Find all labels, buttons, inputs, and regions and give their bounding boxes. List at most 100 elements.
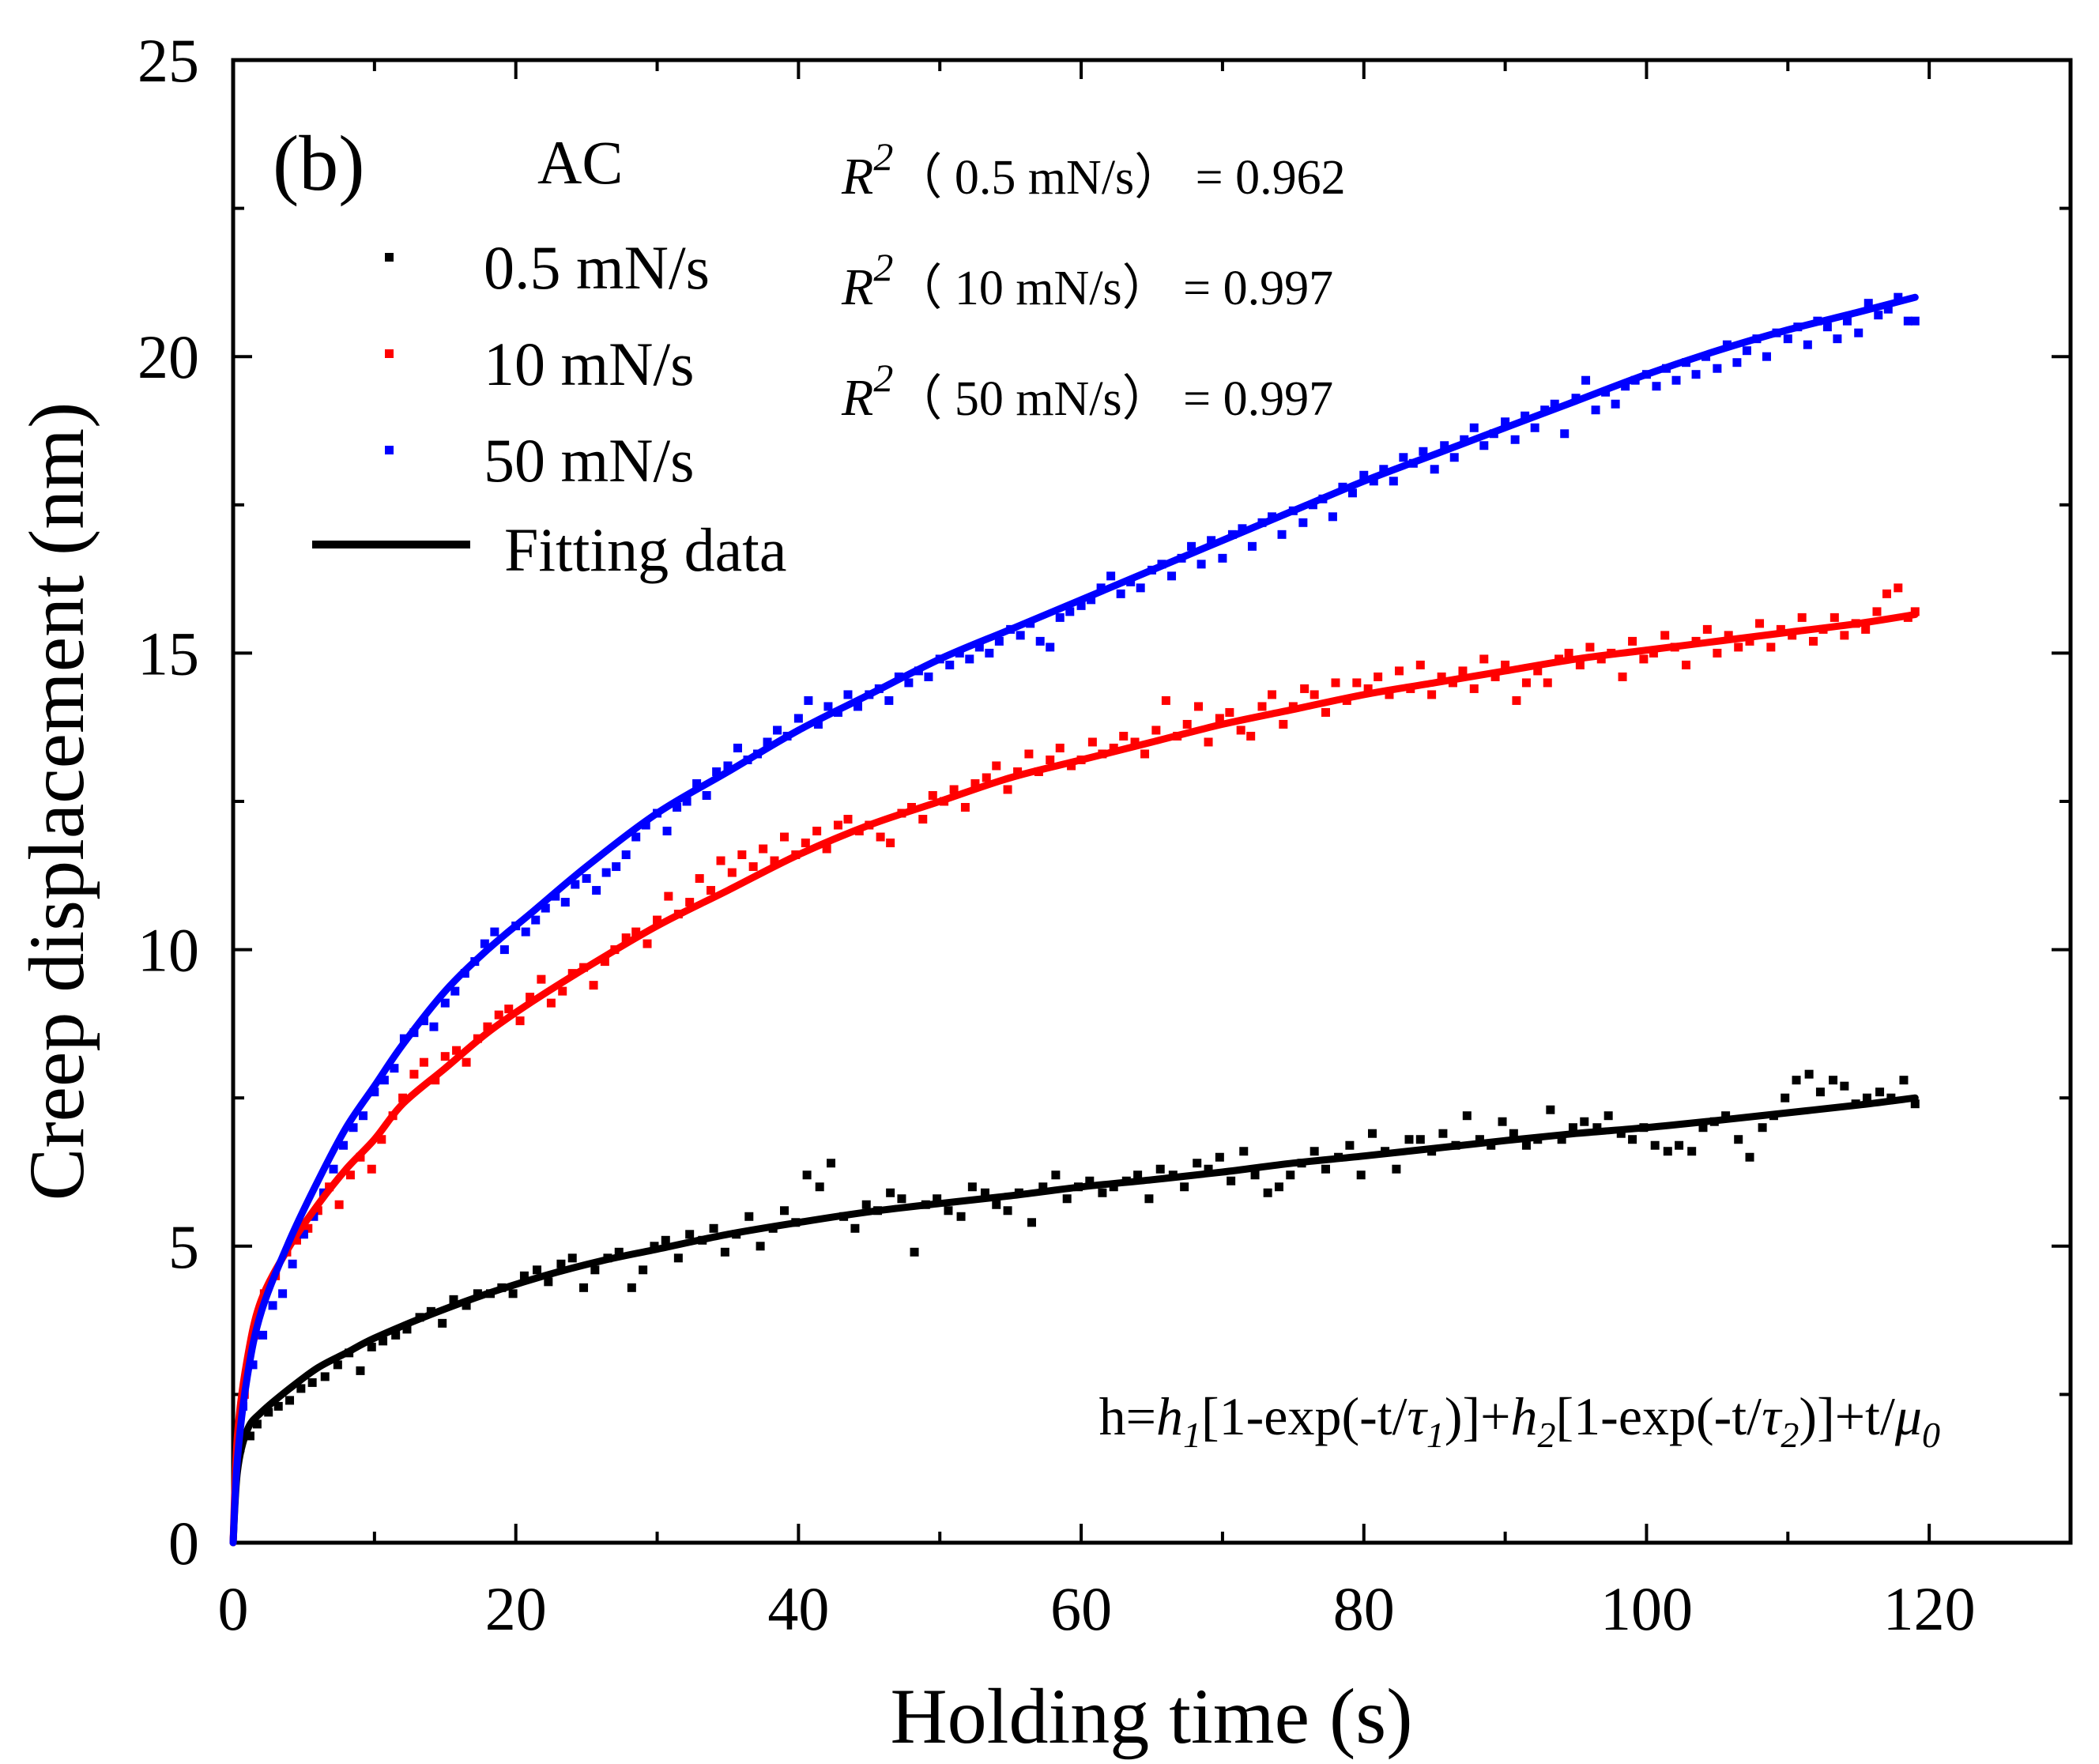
eq-h2: h — [1511, 1386, 1538, 1446]
x-tick-label: 0 — [218, 1574, 249, 1643]
data-point-series-1 — [1618, 672, 1627, 681]
data-point-series-1 — [1734, 643, 1743, 652]
data-point-series-2 — [571, 880, 580, 889]
data-point-series-0 — [992, 1200, 1001, 1209]
r2-symbol: R — [841, 369, 873, 427]
data-point-series-0 — [1204, 1164, 1213, 1174]
r2-exponent: 2 — [873, 356, 893, 400]
eq-tau1-sub: 1 — [1426, 1415, 1445, 1455]
data-point-series-2 — [601, 868, 611, 877]
data-point-series-1 — [334, 1200, 344, 1209]
data-point-series-1 — [1649, 648, 1658, 658]
data-point-series-2 — [1803, 340, 1812, 349]
eq-h: h= — [1099, 1386, 1156, 1446]
data-point-series-1 — [1374, 672, 1383, 681]
data-point-series-1 — [452, 1046, 462, 1055]
data-point-series-1 — [1013, 767, 1023, 776]
data-point-series-2 — [592, 886, 601, 895]
data-point-series-1 — [1797, 612, 1807, 622]
data-point-series-0 — [449, 1295, 458, 1304]
data-point-series-0 — [1085, 1176, 1095, 1185]
data-point-series-0 — [1003, 1206, 1012, 1216]
data-point-series-2 — [1910, 316, 1920, 326]
eq-h1-sub: 1 — [1183, 1415, 1201, 1455]
data-point-series-1 — [1055, 743, 1065, 752]
data-point-series-0 — [379, 1336, 388, 1346]
data-point-series-1 — [1628, 636, 1637, 646]
y-axis-title: Creep displacement (nm) — [13, 402, 100, 1201]
data-point-series-1 — [1682, 660, 1691, 669]
data-point-series-1 — [1713, 648, 1722, 658]
data-point-series-1 — [1182, 719, 1192, 729]
data-point-series-2 — [1501, 417, 1510, 427]
data-point-series-0 — [1792, 1076, 1801, 1085]
data-point-series-0 — [956, 1212, 966, 1221]
data-point-series-1 — [1204, 737, 1213, 747]
data-point-series-0 — [709, 1223, 718, 1233]
data-point-series-0 — [1815, 1087, 1825, 1097]
data-point-series-1 — [1331, 678, 1340, 688]
data-point-series-0 — [685, 1230, 695, 1239]
data-point-series-0 — [1051, 1170, 1061, 1180]
data-point-series-2 — [499, 945, 509, 955]
data-point-series-0 — [850, 1223, 860, 1233]
data-point-series-0 — [1899, 1076, 1909, 1085]
data-point-series-0 — [756, 1242, 765, 1251]
data-point-series-2 — [480, 939, 489, 948]
data-point-series-1 — [367, 1164, 376, 1174]
data-point-series-0 — [1227, 1176, 1236, 1185]
data-point-series-0 — [264, 1408, 273, 1417]
model-equation: h=h1[1-exp(-t/τ1)]+h2[1-exp(-t/τ2)]+t/μ0 — [1099, 1386, 1940, 1455]
data-point-series-0 — [1462, 1111, 1472, 1121]
data-point-series-2 — [813, 719, 823, 729]
data-point-series-1 — [1394, 666, 1404, 676]
data-point-series-2 — [823, 702, 833, 711]
data-point-series-0 — [1392, 1164, 1401, 1174]
data-point-series-2 — [1621, 382, 1630, 391]
data-point-series-2 — [1359, 470, 1369, 480]
data-point-series-0 — [1603, 1111, 1613, 1121]
data-point-series-1 — [440, 1052, 450, 1061]
data-point-series-2 — [804, 695, 813, 705]
data-point-series-0 — [1734, 1135, 1743, 1144]
data-point-series-2 — [521, 927, 530, 937]
data-point-series-1 — [1469, 684, 1479, 693]
data-point-series-2 — [621, 850, 631, 860]
data-point-series-1 — [600, 957, 609, 967]
data-point-series-2 — [1087, 595, 1096, 605]
data-point-series-0 — [944, 1206, 953, 1216]
data-point-series-0 — [967, 1182, 977, 1192]
data-point-series-2 — [1449, 453, 1459, 462]
legend-label-10: 10 mN/s — [484, 330, 695, 398]
data-point-series-0 — [556, 1259, 566, 1268]
data-point-series-0 — [1687, 1147, 1697, 1156]
data-point-series-2 — [258, 1330, 268, 1340]
data-point-series-1 — [537, 974, 546, 984]
data-point-series-1 — [928, 790, 937, 800]
data-point-series-1 — [1755, 619, 1765, 628]
data-point-series-2 — [1713, 364, 1722, 373]
data-point-series-2 — [1277, 530, 1287, 539]
data-point-series-2 — [1874, 311, 1883, 320]
data-point-series-2 — [278, 1289, 288, 1298]
data-point-series-2 — [1611, 399, 1620, 409]
data-point-series-1 — [1363, 684, 1373, 693]
eq-tau2-sub: 2 — [1781, 1415, 1799, 1455]
data-point-series-0 — [1193, 1159, 1202, 1168]
data-point-series-1 — [1585, 643, 1595, 652]
data-point-series-0 — [1027, 1218, 1036, 1227]
data-point-series-2 — [965, 654, 974, 664]
data-point-series-1 — [876, 832, 885, 842]
data-point-series-0 — [391, 1330, 401, 1340]
data-point-series-1 — [1300, 684, 1310, 693]
data-point-series-0 — [1438, 1129, 1448, 1138]
data-point-series-2 — [1430, 465, 1439, 474]
data-point-series-2 — [712, 767, 722, 776]
data-point-series-0 — [1286, 1170, 1295, 1180]
data-point-series-1 — [918, 815, 928, 824]
data-point-series-0 — [544, 1277, 553, 1287]
data-point-series-0 — [1144, 1194, 1154, 1204]
data-point-series-2 — [1863, 299, 1873, 308]
data-point-series-2 — [1055, 612, 1065, 622]
data-point-series-2 — [763, 737, 772, 747]
